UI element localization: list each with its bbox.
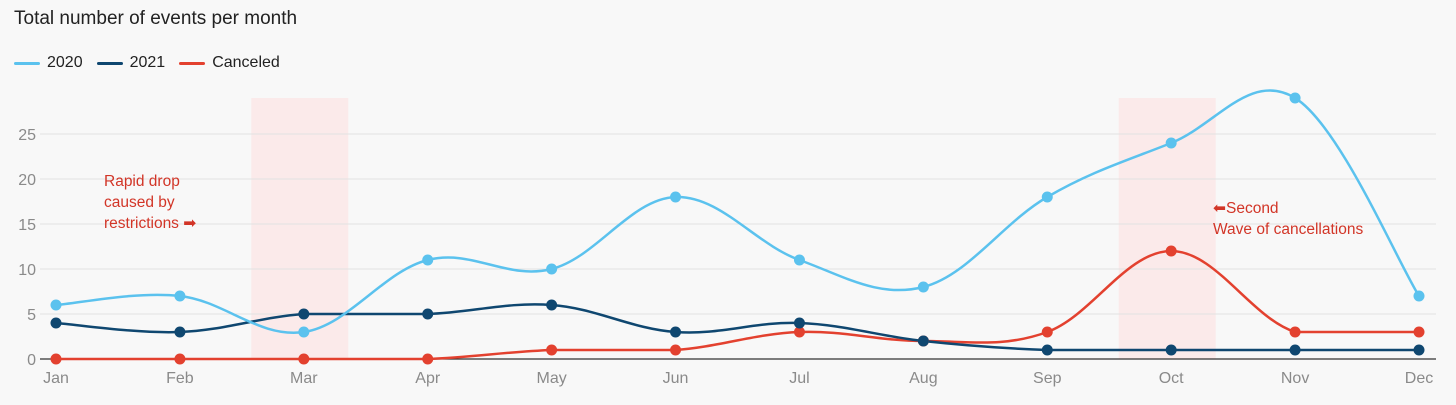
data-point-2020[interactable] xyxy=(174,290,186,302)
data-point-canceled[interactable] xyxy=(793,326,805,338)
data-point-canceled[interactable] xyxy=(174,353,186,365)
y-tick-label: 15 xyxy=(18,217,36,234)
x-tick-label: Jul xyxy=(789,370,809,387)
data-point-canceled[interactable] xyxy=(1413,326,1425,338)
legend-label-2020: 2020 xyxy=(47,54,83,71)
x-tick-label: Dec xyxy=(1405,370,1433,387)
highlight-band-oct xyxy=(1118,98,1216,359)
data-point-2021[interactable] xyxy=(546,299,558,311)
data-point-canceled[interactable] xyxy=(1289,326,1301,338)
annotation-line: restrictions ➡ xyxy=(104,215,196,232)
legend-swatch-canceled xyxy=(179,61,206,65)
series-points xyxy=(50,92,1425,365)
data-point-2020[interactable] xyxy=(1289,92,1301,104)
x-tick-label: Feb xyxy=(166,370,194,387)
data-point-2021[interactable] xyxy=(298,308,310,320)
annotation-line: ⬅Second xyxy=(1213,200,1279,217)
data-point-2020[interactable] xyxy=(917,281,929,293)
data-point-2020[interactable] xyxy=(422,254,434,266)
data-point-2021[interactable] xyxy=(1041,344,1053,356)
y-tick-label: 20 xyxy=(18,172,36,189)
x-tick-label: Aug xyxy=(909,370,937,387)
data-point-canceled[interactable] xyxy=(422,353,434,365)
chart-title: Total number of events per month xyxy=(14,8,298,29)
data-point-canceled[interactable] xyxy=(50,353,62,365)
x-tick-label: Nov xyxy=(1281,370,1309,387)
legend-label-canceled: Canceled xyxy=(212,54,280,71)
data-point-2021[interactable] xyxy=(670,326,682,338)
data-point-2021[interactable] xyxy=(50,317,62,329)
data-point-canceled[interactable] xyxy=(670,344,682,356)
legend-swatch-2020 xyxy=(14,61,40,65)
x-axis-ticks: Jan Feb Mar Apr May Jun Jul Aug Sep Oct Nov Dec xyxy=(43,370,1433,387)
data-point-2021[interactable] xyxy=(1289,344,1301,356)
data-point-2021[interactable] xyxy=(917,335,929,347)
data-point-2020[interactable] xyxy=(1413,290,1425,302)
legend-item-2021[interactable]: 2021 xyxy=(96,54,166,72)
y-tick-label: 0 xyxy=(27,352,36,369)
chart-legend: 2020 2021 Canceled xyxy=(14,54,280,72)
legend-item-canceled[interactable]: Canceled xyxy=(179,54,280,72)
annotation-2: ⬅Second Wave of cancellations xyxy=(1213,200,1363,238)
data-point-2020[interactable] xyxy=(298,326,310,338)
annotation-line: Rapid drop xyxy=(104,173,180,190)
y-tick-label: 25 xyxy=(18,127,36,144)
x-tick-label: Jan xyxy=(43,370,69,387)
legend-swatch-2021 xyxy=(96,61,123,65)
data-point-2021[interactable] xyxy=(174,326,186,338)
y-tick-label: 5 xyxy=(27,307,36,324)
data-point-2020[interactable] xyxy=(1165,137,1177,149)
data-point-canceled[interactable] xyxy=(298,353,310,365)
annotation-line: Wave of cancellations xyxy=(1213,221,1363,238)
y-axis-ticks: 0 5 10 15 20 25 xyxy=(18,127,36,369)
data-point-2021[interactable] xyxy=(793,317,805,329)
data-point-2021[interactable] xyxy=(1413,344,1425,356)
data-point-2020[interactable] xyxy=(793,254,805,266)
annotations: Rapid drop caused by restrictions ➡ ⬅Second… xyxy=(104,173,1363,238)
highlight-bands xyxy=(251,98,1216,359)
x-tick-label: Mar xyxy=(290,370,318,387)
data-point-2021[interactable] xyxy=(422,308,434,320)
x-tick-label: Apr xyxy=(415,370,441,387)
data-point-2020[interactable] xyxy=(1041,191,1053,203)
grid-lines xyxy=(40,133,1436,360)
x-tick-label: Oct xyxy=(1159,370,1184,387)
x-tick-label: May xyxy=(537,370,567,387)
annotation-line: caused by xyxy=(104,194,175,211)
data-point-2021[interactable] xyxy=(1165,344,1177,356)
data-point-2020[interactable] xyxy=(670,191,682,203)
legend-label-2021: 2021 xyxy=(129,54,166,71)
legend-item-2020[interactable]: 2020 xyxy=(14,54,83,72)
data-point-2020[interactable] xyxy=(50,299,62,311)
x-tick-label: Jun xyxy=(663,370,689,387)
data-point-canceled[interactable] xyxy=(546,344,558,356)
data-point-2020[interactable] xyxy=(546,263,558,275)
y-tick-label: 10 xyxy=(18,262,36,279)
annotation-1: Rapid drop caused by restrictions ➡ xyxy=(104,173,196,232)
data-point-canceled[interactable] xyxy=(1165,245,1177,257)
x-tick-label: Sep xyxy=(1033,370,1062,387)
data-point-canceled[interactable] xyxy=(1041,326,1053,338)
series-line-2021 xyxy=(55,303,1419,352)
series-line-canceled xyxy=(56,249,1419,361)
